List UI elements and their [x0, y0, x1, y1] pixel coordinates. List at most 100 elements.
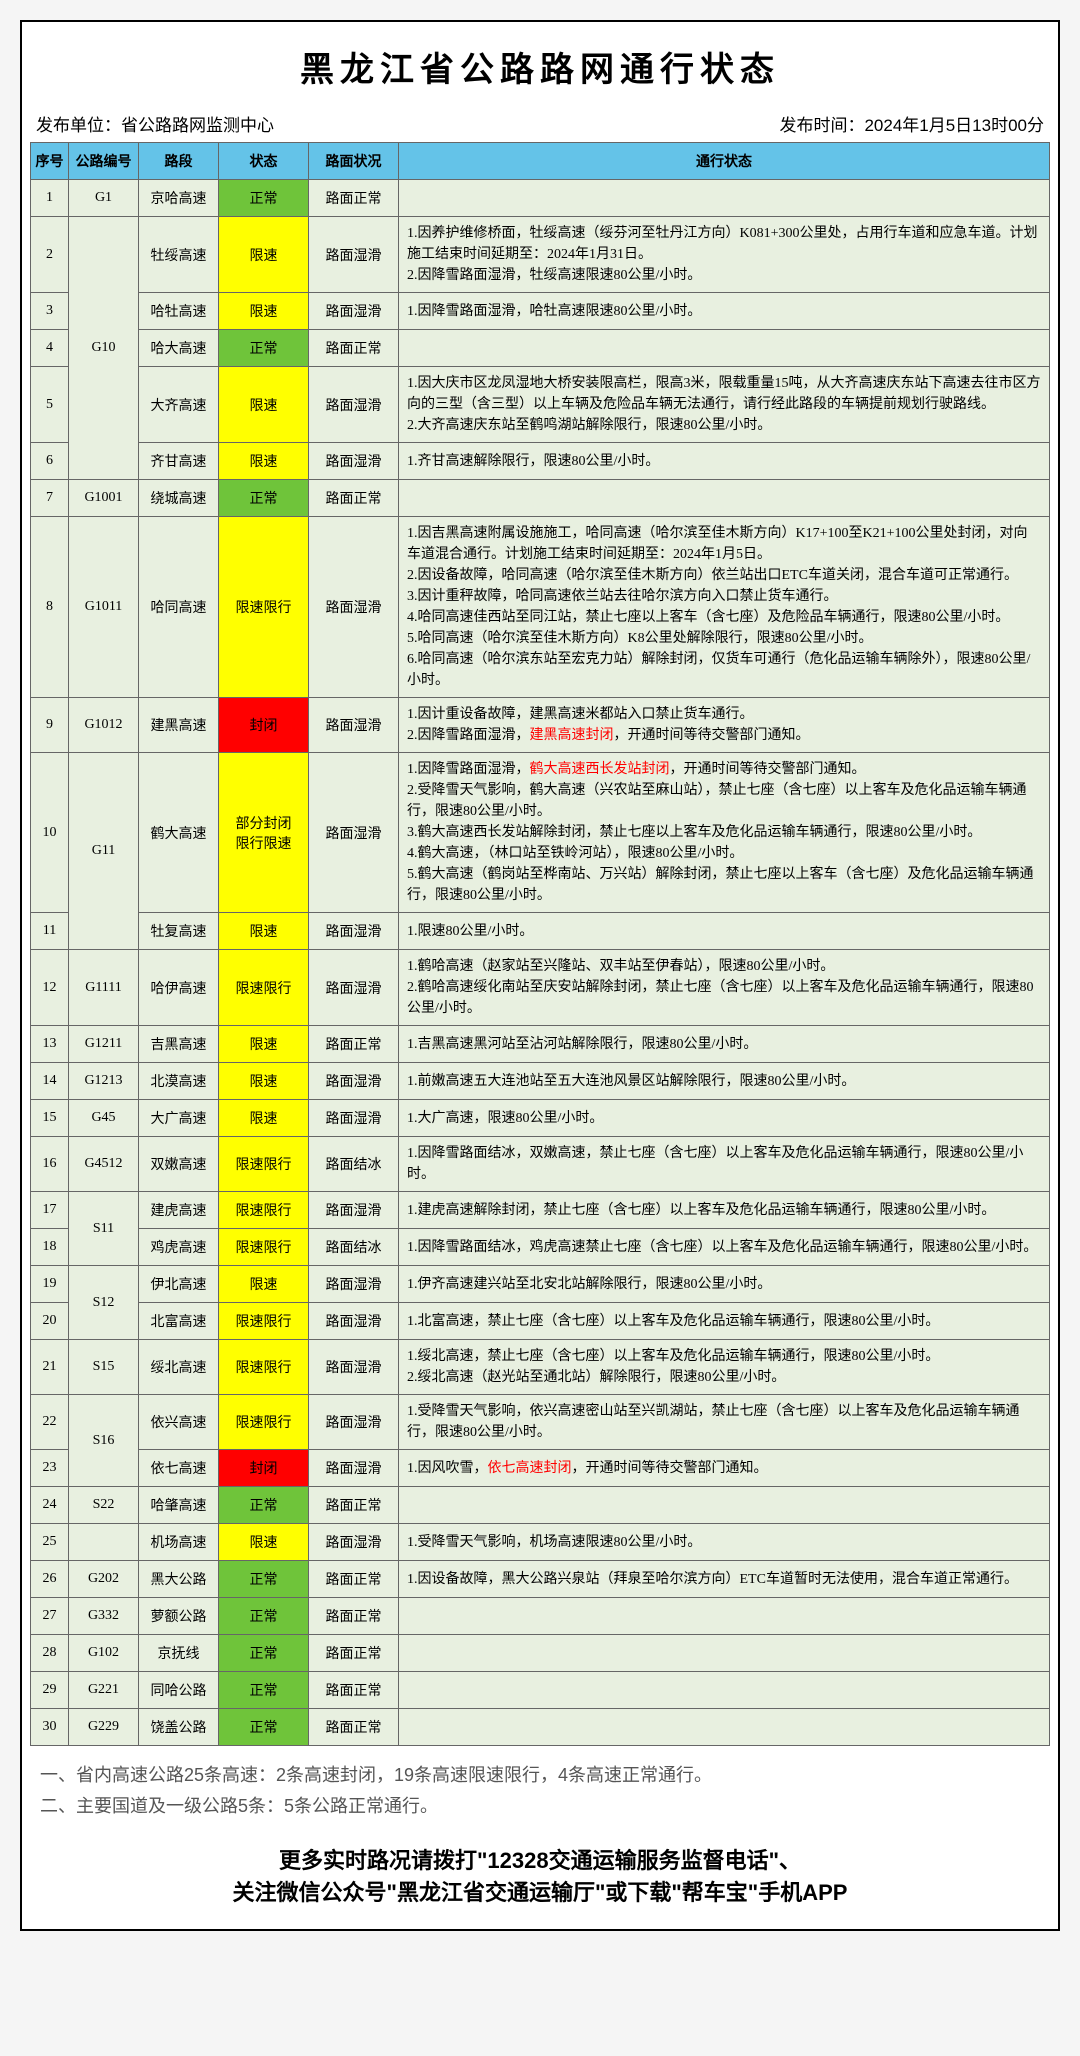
detail-line: 1.因降雪路面湿滑，哈牡高速限速80公里/小时。: [407, 301, 1041, 322]
table-row: 9G1012建黑高速封闭路面湿滑1.因计重设备故障，建黑高速米都站入口禁止货车通…: [31, 698, 1050, 753]
cell-status: 限速: [219, 443, 309, 480]
table-row: 25机场高速限速路面湿滑1.受降雪天气影响，机场高速限速80公里/小时。: [31, 1524, 1050, 1561]
cell-surface: 路面结冰: [309, 1229, 399, 1266]
detail-line: 6.哈同高速（哈尔滨东站至宏克力站）解除封闭，仅货车可通行（危化品运输车辆除外）…: [407, 649, 1041, 691]
detail-line: 5.哈同高速（哈尔滨至佳木斯方向）K8公里处解除限行，限速80公里/小时。: [407, 628, 1041, 649]
table-row: 18鸡虎高速限速限行路面结冰1.因降雪路面结冰，鸡虎高速禁止七座（含七座）以上客…: [31, 1229, 1050, 1266]
cell-code: G102: [69, 1635, 139, 1672]
table-row: 7G1001绕城高速正常路面正常: [31, 480, 1050, 517]
cell-no: 3: [31, 293, 69, 330]
cell-section: 黑大公路: [139, 1561, 219, 1598]
cell-details: [399, 1487, 1050, 1524]
cell-no: 7: [31, 480, 69, 517]
cell-surface: 路面湿滑: [309, 1266, 399, 1303]
detail-line: 1.因大庆市区龙凤湿地大桥安装限高栏，限高3米，限载重量15吨，从大齐高速庆东站…: [407, 373, 1041, 415]
cell-surface: 路面结冰: [309, 1137, 399, 1192]
detail-line: 1.受降雪天气影响，依兴高速密山站至兴凯湖站，禁止七座（含七座）以上客车及危化品…: [407, 1401, 1041, 1443]
cell-details: 1.大广高速，限速80公里/小时。: [399, 1100, 1050, 1137]
cell-details: 1.伊齐高速建兴站至北安北站解除限行，限速80公里/小时。: [399, 1266, 1050, 1303]
cell-details: 1.限速80公里/小时。: [399, 913, 1050, 950]
time-value: 2024年1月5日13时00分: [864, 116, 1044, 135]
cell-details: 1.因降雪路面湿滑，哈牡高速限速80公里/小时。: [399, 293, 1050, 330]
status-table: 序号 公路编号 路段 状态 路面状况 通行状态 1G1京哈高速正常路面正常2G1…: [30, 142, 1050, 1746]
cell-code: G1111: [69, 950, 139, 1026]
cell-section: 绕城高速: [139, 480, 219, 517]
detail-line: 1.因风吹雪，依七高速封闭，开通时间等待交警部门通知。: [407, 1458, 1041, 1479]
cell-section: 同哈公路: [139, 1672, 219, 1709]
cell-no: 26: [31, 1561, 69, 1598]
detail-line: 2.因降雪路面湿滑，建黑高速封闭，开通时间等待交警部门通知。: [407, 725, 1041, 746]
cell-no: 9: [31, 698, 69, 753]
cell-surface: 路面正常: [309, 180, 399, 217]
cell-surface: 路面湿滑: [309, 293, 399, 330]
cell-no: 30: [31, 1709, 69, 1746]
header-no: 序号: [31, 143, 69, 180]
table-row: 5大齐高速限速路面湿滑1.因大庆市区龙凤湿地大桥安装限高栏，限高3米，限载重量1…: [31, 367, 1050, 443]
table-row: 2G10牡绥高速限速路面湿滑1.因养护维修桥面，牡绥高速（绥芬河至牡丹江方向）K…: [31, 217, 1050, 293]
footer-line: 更多实时路况请拨打"12328交通运输服务监督电话"、: [30, 1843, 1050, 1875]
cell-section: 饶盖公路: [139, 1709, 219, 1746]
detail-line: 1.因计重设备故障，建黑高速米都站入口禁止货车通行。: [407, 704, 1041, 725]
cell-no: 29: [31, 1672, 69, 1709]
cell-status: 限速限行: [219, 1137, 309, 1192]
cell-section: 北富高速: [139, 1303, 219, 1340]
cell-status: 限速限行: [219, 950, 309, 1026]
cell-no: 13: [31, 1026, 69, 1063]
cell-surface: 路面正常: [309, 1561, 399, 1598]
detail-line: 1.建虎高速解除封闭，禁止七座（含七座）以上客车及危化品运输车辆通行，限速80公…: [407, 1200, 1041, 1221]
table-row: 24S22哈肇高速正常路面正常: [31, 1487, 1050, 1524]
cell-section: 依兴高速: [139, 1395, 219, 1450]
document-container: 黑龙江省公路路网通行状态 发布单位：省公路路网监测中心 发布时间：2024年1月…: [20, 20, 1060, 1931]
cell-status: 限速: [219, 913, 309, 950]
cell-status: 限速: [219, 1524, 309, 1561]
cell-no: 15: [31, 1100, 69, 1137]
table-row: 17S11建虎高速限速限行路面湿滑1.建虎高速解除封闭，禁止七座（含七座）以上客…: [31, 1192, 1050, 1229]
cell-details: 1.鹤哈高速（赵家站至兴隆站、双丰站至伊春站），限速80公里/小时。2.鹤哈高速…: [399, 950, 1050, 1026]
table-row: 10G11鹤大高速部分封闭 限行限速路面湿滑1.因降雪路面湿滑，鹤大高速西长发站…: [31, 753, 1050, 913]
cell-code: S12: [69, 1266, 139, 1340]
cell-surface: 路面正常: [309, 1487, 399, 1524]
cell-no: 21: [31, 1340, 69, 1395]
cell-section: 双嫩高速: [139, 1137, 219, 1192]
cell-section: 哈大高速: [139, 330, 219, 367]
cell-no: 4: [31, 330, 69, 367]
cell-status: 限速限行: [219, 1229, 309, 1266]
detail-line: 2.鹤哈高速绥化南站至庆安站解除封闭，禁止七座（含七座）以上客车及危化品运输车辆…: [407, 977, 1041, 1019]
table-row: 13G1211吉黑高速限速路面正常1.吉黑高速黑河站至沾河站解除限行，限速80公…: [31, 1026, 1050, 1063]
cell-surface: 路面湿滑: [309, 1340, 399, 1395]
cell-details: 1.因降雪路面结冰，双嫩高速，禁止七座（含七座）以上客车及危化品运输车辆通行，限…: [399, 1137, 1050, 1192]
cell-details: 1.因吉黑高速附属设施施工，哈同高速（哈尔滨至佳木斯方向）K17+100至K21…: [399, 517, 1050, 698]
detail-line: 1.鹤哈高速（赵家站至兴隆站、双丰站至伊春站），限速80公里/小时。: [407, 956, 1041, 977]
detail-line: 1.吉黑高速黑河站至沾河站解除限行，限速80公里/小时。: [407, 1034, 1041, 1055]
detail-line: 1.限速80公里/小时。: [407, 921, 1041, 942]
cell-section: 牡复高速: [139, 913, 219, 950]
cell-details: 1.绥北高速，禁止七座（含七座）以上客车及危化品运输车辆通行，限速80公里/小时…: [399, 1340, 1050, 1395]
footer-block: 更多实时路况请拨打"12328交通运输服务监督电话"、 关注微信公众号"黑龙江省…: [30, 1835, 1050, 1921]
detail-line: 1.因降雪路面湿滑，鹤大高速西长发站封闭，开通时间等待交警部门通知。: [407, 759, 1041, 780]
cell-details: 1.北富高速，禁止七座（含七座）以上客车及危化品运输车辆通行，限速80公里/小时…: [399, 1303, 1050, 1340]
table-header-row: 序号 公路编号 路段 状态 路面状况 通行状态: [31, 143, 1050, 180]
cell-details: [399, 1709, 1050, 1746]
cell-no: 16: [31, 1137, 69, 1192]
cell-status: 正常: [219, 180, 309, 217]
header-section: 路段: [139, 143, 219, 180]
cell-no: 8: [31, 517, 69, 698]
detail-line: 2.绥北高速（赵光站至通北站）解除限行，限速80公里/小时。: [407, 1367, 1041, 1388]
meta-row: 发布单位：省公路路网监测中心 发布时间：2024年1月5日13时00分: [30, 107, 1050, 142]
detail-line: 3.鹤大高速西长发站解除封闭，禁止七座以上客车及危化品运输车辆通行，限速80公里…: [407, 822, 1041, 843]
cell-status: 限速: [219, 1063, 309, 1100]
cell-surface: 路面湿滑: [309, 913, 399, 950]
summary-line: 二、主要国道及一级公路5条：5条公路正常通行。: [40, 1791, 1040, 1822]
table-row: 27G332萝额公路正常路面正常: [31, 1598, 1050, 1635]
cell-details: 1.因降雪路面湿滑，鹤大高速西长发站封闭，开通时间等待交警部门通知。2.受降雪天…: [399, 753, 1050, 913]
cell-no: 10: [31, 753, 69, 913]
cell-status: 封闭: [219, 1450, 309, 1487]
cell-section: 哈牡高速: [139, 293, 219, 330]
cell-code: G11: [69, 753, 139, 950]
cell-code: G45: [69, 1100, 139, 1137]
cell-no: 28: [31, 1635, 69, 1672]
detail-line: 1.因养护维修桥面，牡绥高速（绥芬河至牡丹江方向）K081+300公里处，占用行…: [407, 223, 1041, 265]
publisher-label: 发布单位：: [36, 116, 121, 135]
cell-status: 封闭: [219, 698, 309, 753]
cell-status: 正常: [219, 1598, 309, 1635]
